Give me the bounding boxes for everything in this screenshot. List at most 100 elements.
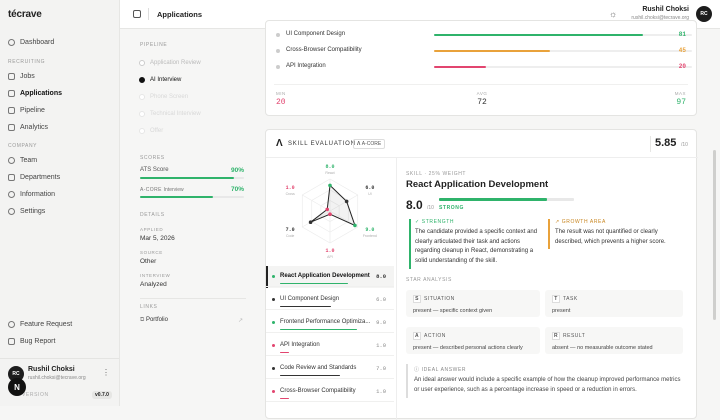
acore-value: 70% [231,186,245,193]
growth-label: ↗ GROWTH AREA [555,219,606,225]
interview-label: INTERVIEW [140,273,171,278]
home-icon [8,39,15,46]
skill-list-bar [280,282,348,284]
acore-label: A-CORE Interview [140,187,184,193]
sidebar-item-applications[interactable]: Applications [8,87,62,100]
check-icon: ✓ [415,219,420,225]
skill-list-item[interactable]: Frontend Performance Optimiza... 9.0 [266,312,394,333]
radar-point [325,207,330,212]
sidebar-item-pipeline[interactable]: Pipeline [8,104,45,117]
distribution-row-bar [434,34,692,36]
overall-score: 5.85 [655,137,677,149]
skill-list-item[interactable]: UI Component Design 6.0 [266,289,394,310]
sidebar-item-jobs[interactable]: Jobs [8,70,35,83]
skill-title: React Application Development [406,179,549,190]
skill-list-bar [280,305,331,307]
skill-list-item[interactable]: Code Review and Standards 7.0 [266,358,394,379]
radar-point [344,199,349,204]
skill-list-bar [280,328,357,330]
skill-list-name: Code Review and Standards [280,365,357,371]
acore-badge: Λ A-CORE [353,139,386,149]
radar-point [353,223,357,228]
skill-radar-chart: 8.0React6.0UI9.0Frontend1.0API7.0Code1.0… [286,164,377,259]
app-logo[interactable]: técrave [8,9,42,20]
sidebar: técrave Dashboard RECRUITING Jobs Applic… [0,0,120,406]
pipeline-step-current: AI Interview [139,75,181,85]
pipeline-step: Offer [139,126,163,136]
distribution-row-label: Cross-Browser Compatibility [286,47,362,53]
interview-value: Analyzed [140,281,167,288]
bullet-icon [276,49,280,53]
skill-score-suffix: /10 [427,205,434,211]
star-action: A ACTION present — described personal acti… [406,327,540,354]
external-link-icon[interactable]: ↗ [238,318,244,324]
briefcase-icon [8,73,15,80]
radar-axis [302,210,331,228]
radar-value-label: 9.0 [365,227,374,233]
topbar-user-name: Rushil Choksi [642,6,689,13]
theme-toggle-icon[interactable]: ☼ [609,9,618,19]
skill-dot-icon [272,366,275,370]
pipeline-icon [8,107,15,114]
skill-list-bar [280,397,289,399]
more-icon[interactable]: ⋮ [102,368,110,377]
bullet-icon [276,65,280,69]
skill-dot-icon [272,320,275,324]
page-title: Applications [157,10,203,19]
sidebar-item-settings[interactable]: Settings [8,205,45,218]
distribution-row-bar [434,66,692,68]
fab-button[interactable]: N [8,378,26,396]
sidebar-toggle-icon[interactable] [133,10,141,18]
file-icon [8,90,15,97]
skill-list-score: 1.0 [376,387,386,395]
radar-value-label: 1.0 [325,248,334,254]
sidebar-item-information[interactable]: Information [8,188,55,201]
skill-list-name: UI Component Design [280,296,340,302]
step-dot-icon [139,77,145,83]
skill-list-item[interactable]: API Integration 1.0 [266,335,394,356]
radar-axis-label: Code [286,234,294,238]
ideal-text: An ideal answer would include a specific… [414,377,681,393]
sidebar-item-analytics[interactable]: Analytics [8,121,48,134]
divider [148,8,149,20]
scores-title: SCORES [140,155,165,161]
skill-list-item[interactable]: Cross-Browser Compatibility 1.0 [266,381,394,402]
radar-value-label: 1.0 [286,185,295,191]
sidebar-item-team[interactable]: Team [8,154,37,167]
sidebar-item-dashboard[interactable]: Dashboard [8,36,54,49]
star-title: STAR ANALYSIS [406,277,452,283]
acore-badge-icon: Λ [357,141,361,147]
scrollbar-thumb[interactable] [713,150,716,320]
stat-label: MAX [674,91,686,96]
sidebar-item-feature-request[interactable]: Feature Request [8,318,72,331]
sidebar-item-bug-report[interactable]: Bug Report [8,335,55,348]
distribution-row-score: 45 [678,47,686,54]
ats-label: ATS Score [140,167,169,173]
radar-axis-label: API [327,255,333,259]
applied-label: APPLIED [140,227,164,232]
strength-accent [409,219,411,269]
sidebar-item-departments[interactable]: Departments [8,171,60,184]
applied-value: Mar 5, 2026 [140,235,175,242]
skill-list-item[interactable]: React Application Development 8.0 [266,266,394,287]
growth-text: The result was not quantified or clearly… [555,229,666,245]
distribution-row-bar-fill [434,50,551,52]
user-email: rushil.choksi@tecrave.org [28,375,86,381]
portfolio-link[interactable]: ⧉ Portfolio [140,317,168,323]
divider [396,157,397,420]
skill-eval-title: SKILL EVALUATION [288,141,356,147]
skill-list-score: 9.0 [376,318,386,326]
topbar-avatar[interactable]: RC [696,6,712,22]
radar-area [310,184,356,227]
star-task: T TASK present [545,290,683,317]
distribution-row-bar-fill [434,34,643,36]
skill-list-name: Frontend Performance Optimiza... [280,319,371,325]
skill-list-name: API Integration [280,342,320,348]
bug-icon [8,338,15,345]
radar-point [308,220,313,224]
radar-axis-label: UI [368,192,372,196]
ideal-accent [406,364,408,398]
bulb-icon [8,321,15,328]
source-label: SOURCE [140,250,163,255]
team-icon [8,157,15,164]
